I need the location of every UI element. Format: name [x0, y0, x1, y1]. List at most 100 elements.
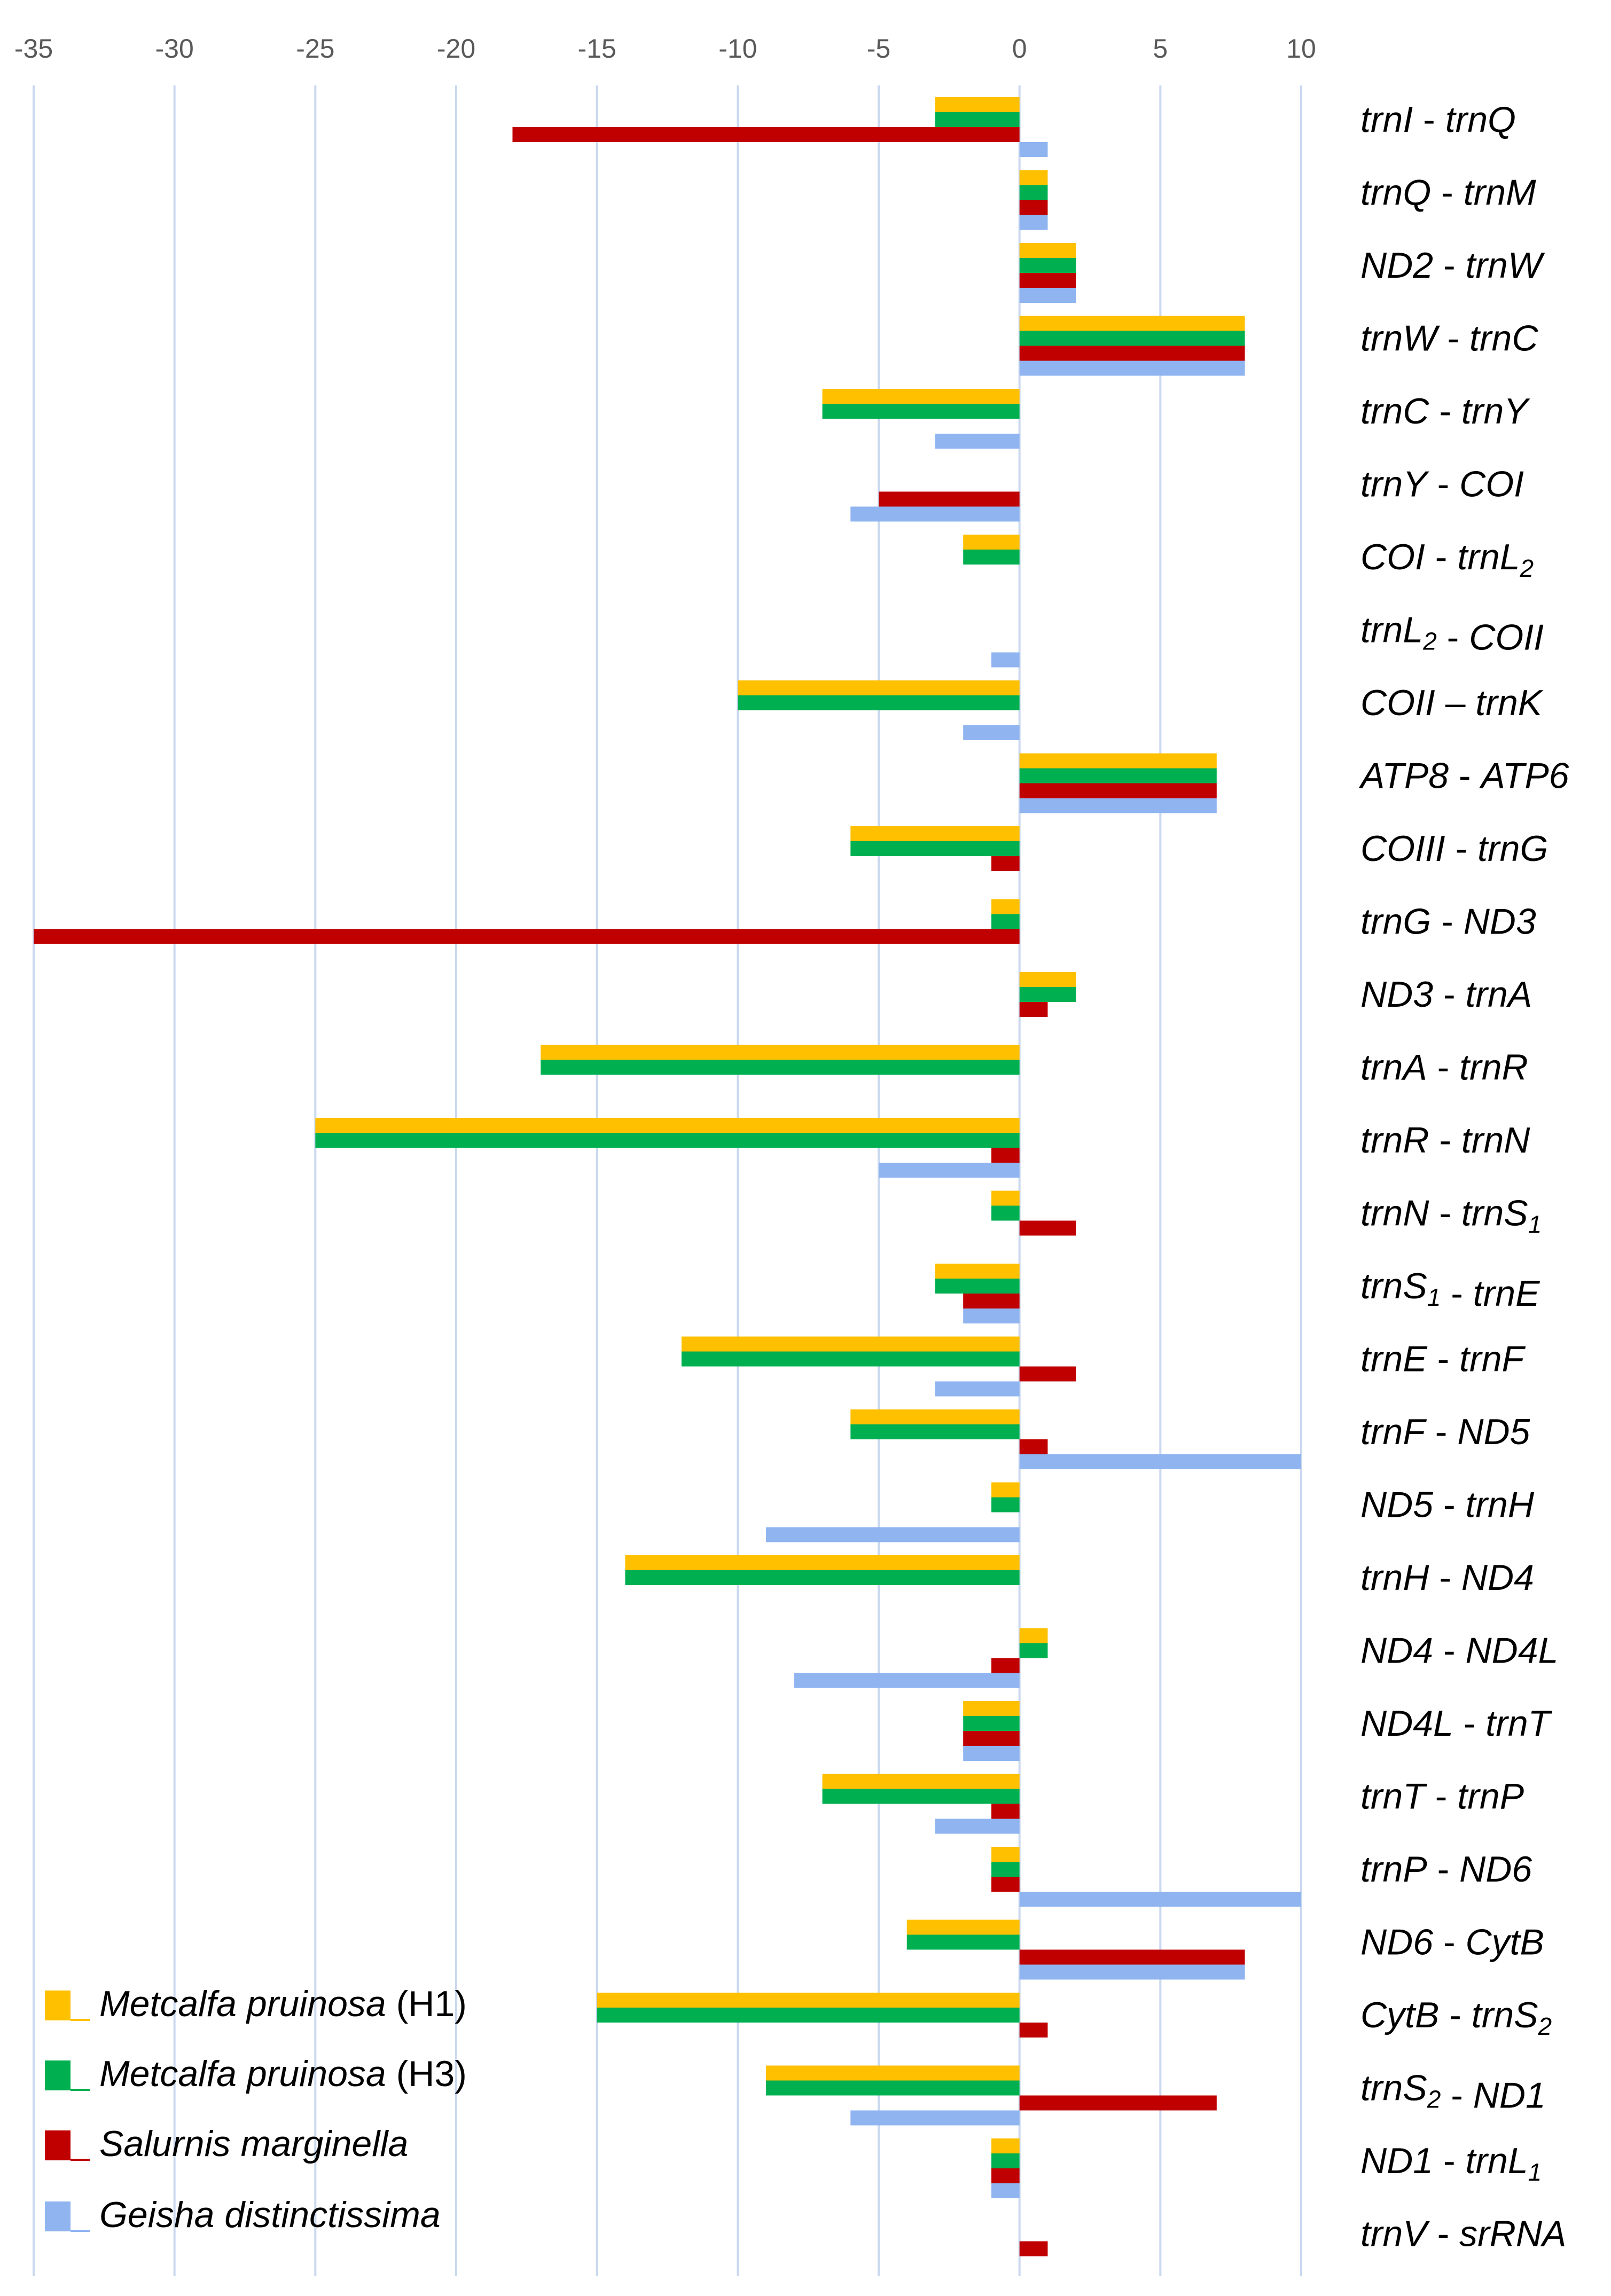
- bar: [1019, 1002, 1048, 1017]
- bar: [991, 652, 1020, 668]
- category-label: ATP8 - ATP6: [1358, 756, 1569, 796]
- bar: [963, 1716, 1020, 1731]
- bar: [794, 1673, 1020, 1688]
- bar: [935, 1381, 1020, 1397]
- category-label-part: trnS: [1461, 1193, 1528, 1234]
- x-tick-label: 0: [1012, 34, 1027, 64]
- category-label: trnP - ND6: [1360, 1849, 1532, 1890]
- category-label-part: trnV: [1360, 2214, 1430, 2254]
- bar: [1019, 753, 1217, 769]
- category-label-part: trnG: [1477, 828, 1548, 869]
- category-separator: –: [1435, 683, 1476, 723]
- category-separator: -: [1429, 1120, 1461, 1161]
- x-tick-label: -25: [296, 34, 334, 64]
- category-label: trnW - trnC: [1360, 318, 1538, 359]
- category-label-part: trnE: [1360, 1339, 1427, 1380]
- bar: [935, 1819, 1020, 1834]
- bar: [935, 97, 1020, 112]
- category-separator: -: [1453, 1703, 1485, 1744]
- category-separator: -: [1433, 1631, 1465, 1671]
- category-label-part: trnN: [1360, 1193, 1429, 1234]
- category-label-part: ND1: [1360, 2141, 1433, 2181]
- category-separator: -: [1427, 1339, 1459, 1380]
- category-separator: -: [1449, 756, 1481, 796]
- category-separator: -: [1429, 1193, 1461, 1234]
- bar: [935, 112, 1020, 127]
- category-label-part: trnL: [1457, 537, 1520, 577]
- x-tick-label: 5: [1153, 34, 1168, 64]
- category-label: trnQ - trnM: [1360, 173, 1536, 213]
- bar: [597, 1993, 1020, 2008]
- bar: [850, 506, 1020, 522]
- category-label-part: trnN: [1461, 1120, 1530, 1161]
- category-label-part: ND4: [1461, 1557, 1534, 1598]
- category-separator: -: [1441, 2075, 1473, 2116]
- category-label: trnS1 - trnE: [1360, 1266, 1540, 1314]
- category-label: trnG - ND3: [1360, 902, 1536, 942]
- category-label-part: trnR: [1360, 1120, 1429, 1161]
- category-label-part: ND5: [1360, 1485, 1433, 1525]
- legend: Metcalfa pruinosa (H1)Metcalfa pruinosa …: [45, 1984, 467, 2235]
- bar: [991, 2138, 1020, 2153]
- category-label-part: trnT: [1360, 1776, 1427, 1817]
- category-label-part: ND2: [1360, 245, 1433, 286]
- category-label-part: trnL: [1360, 610, 1423, 651]
- category-label-part: ND4L: [1360, 1703, 1453, 1744]
- category-label-part: trnT: [1485, 1703, 1552, 1744]
- category-label-part: trnH: [1360, 1557, 1429, 1598]
- category-label-part: ATP6: [1479, 756, 1569, 796]
- legend-haplotype: (H3): [386, 2054, 467, 2094]
- bar: [850, 826, 1020, 841]
- bar: [1019, 2241, 1048, 2256]
- x-tick-label: 10: [1286, 34, 1316, 64]
- bar: [1019, 331, 1245, 346]
- category-label-subscript: 2: [1427, 2086, 1441, 2113]
- bar: [1019, 783, 1217, 798]
- category-label: trnS2 - ND1: [1360, 2068, 1546, 2116]
- legend-swatch: [45, 2130, 71, 2160]
- bar: [963, 1701, 1020, 1716]
- category-separator: -: [1437, 318, 1469, 359]
- bar: [34, 929, 1020, 944]
- bar: [991, 1804, 1020, 1819]
- category-label: ND6 - CytB: [1360, 1922, 1544, 1963]
- bar: [625, 1555, 1020, 1570]
- legend-label: Metcalfa pruinosa (H3): [99, 2054, 467, 2094]
- bar: [935, 434, 1020, 449]
- category-label: ND4 - ND4L: [1360, 1631, 1558, 1671]
- category-label: trnF - ND5: [1360, 1412, 1530, 1452]
- bar: [822, 1774, 1020, 1789]
- bar: [1019, 768, 1217, 783]
- category-separator: -: [1425, 1776, 1457, 1817]
- bar: [991, 914, 1020, 929]
- bar: [991, 2183, 1020, 2198]
- x-tick-label: -15: [578, 34, 616, 64]
- bar: [1019, 361, 1245, 376]
- category-label: trnC - trnY: [1360, 391, 1530, 432]
- legend-species-name: Metcalfa pruinosa: [99, 1984, 386, 2024]
- category-label-part: trnQ: [1360, 173, 1431, 213]
- bar: [1019, 1220, 1076, 1236]
- bar: [681, 1336, 1020, 1352]
- category-separator: -: [1431, 902, 1463, 942]
- category-label-part: ND3: [1464, 902, 1536, 942]
- category-label: ND2 - trnW: [1360, 245, 1545, 286]
- category-label-subscript: 1: [1528, 2158, 1542, 2186]
- bar: [1019, 200, 1048, 215]
- bar: [991, 856, 1020, 871]
- category-label-part: CytB: [1465, 1922, 1544, 1963]
- x-tick-label: -10: [718, 34, 757, 64]
- bar: [1019, 2095, 1217, 2111]
- bar: [850, 2110, 1020, 2126]
- bar: [1019, 1454, 1301, 1469]
- category-label-part: trnA: [1360, 1047, 1427, 1088]
- category-label-part: trnR: [1459, 1047, 1528, 1088]
- category-label: trnA - trnR: [1360, 1047, 1528, 1088]
- bar: [991, 1482, 1020, 1498]
- bar: [963, 535, 1020, 550]
- x-tick-label: -30: [155, 34, 194, 64]
- category-label-part: trnK: [1475, 683, 1543, 723]
- grid-lines: [33, 85, 1302, 2276]
- category-label-part: trnL: [1465, 2141, 1528, 2181]
